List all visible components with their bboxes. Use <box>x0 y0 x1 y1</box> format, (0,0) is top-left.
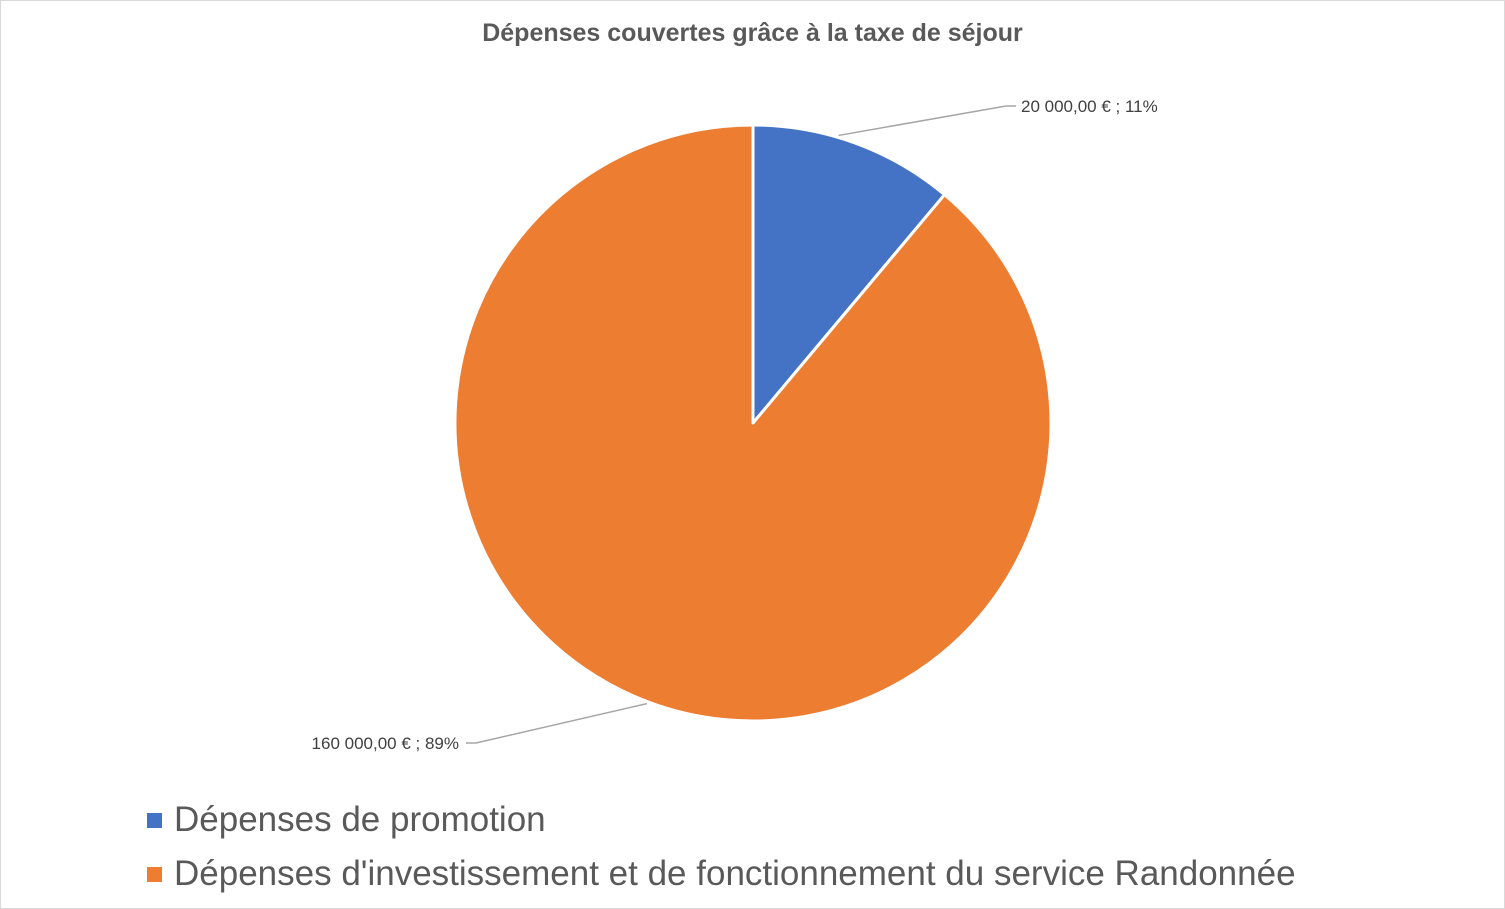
legend-entry-promotion[interactable]: Dépenses de promotion <box>147 793 1296 847</box>
leader-line-investissement <box>466 702 648 744</box>
legend-label-promotion: Dépenses de promotion <box>174 800 546 839</box>
data-labels: 20 000,00 € ; 11% 160 000,00 € ; 89% <box>312 97 1158 753</box>
data-label-promotion: 20 000,00 € ; 11% <box>1021 97 1158 116</box>
leader-lines <box>466 105 1016 744</box>
legend-label-investissement: Dépenses d'investissement et de fonction… <box>174 854 1296 893</box>
pie-slices <box>453 123 1053 723</box>
legend-entry-investissement[interactable]: Dépenses d'investissement et de fonction… <box>147 847 1296 901</box>
pie-slice-investissement[interactable] <box>453 123 1053 723</box>
leader-line-promotion <box>838 105 1016 137</box>
legend-swatch-investissement <box>147 866 162 882</box>
legend-swatch-promotion <box>147 812 162 828</box>
data-label-investissement: 160 000,00 € ; 89% <box>312 734 459 753</box>
legend: Dépenses de promotion Dépenses d'investi… <box>147 793 1296 901</box>
chart-title: Dépenses couvertes grâce à la taxe de sé… <box>482 19 1023 47</box>
pie-slice-promotion[interactable] <box>751 123 947 425</box>
